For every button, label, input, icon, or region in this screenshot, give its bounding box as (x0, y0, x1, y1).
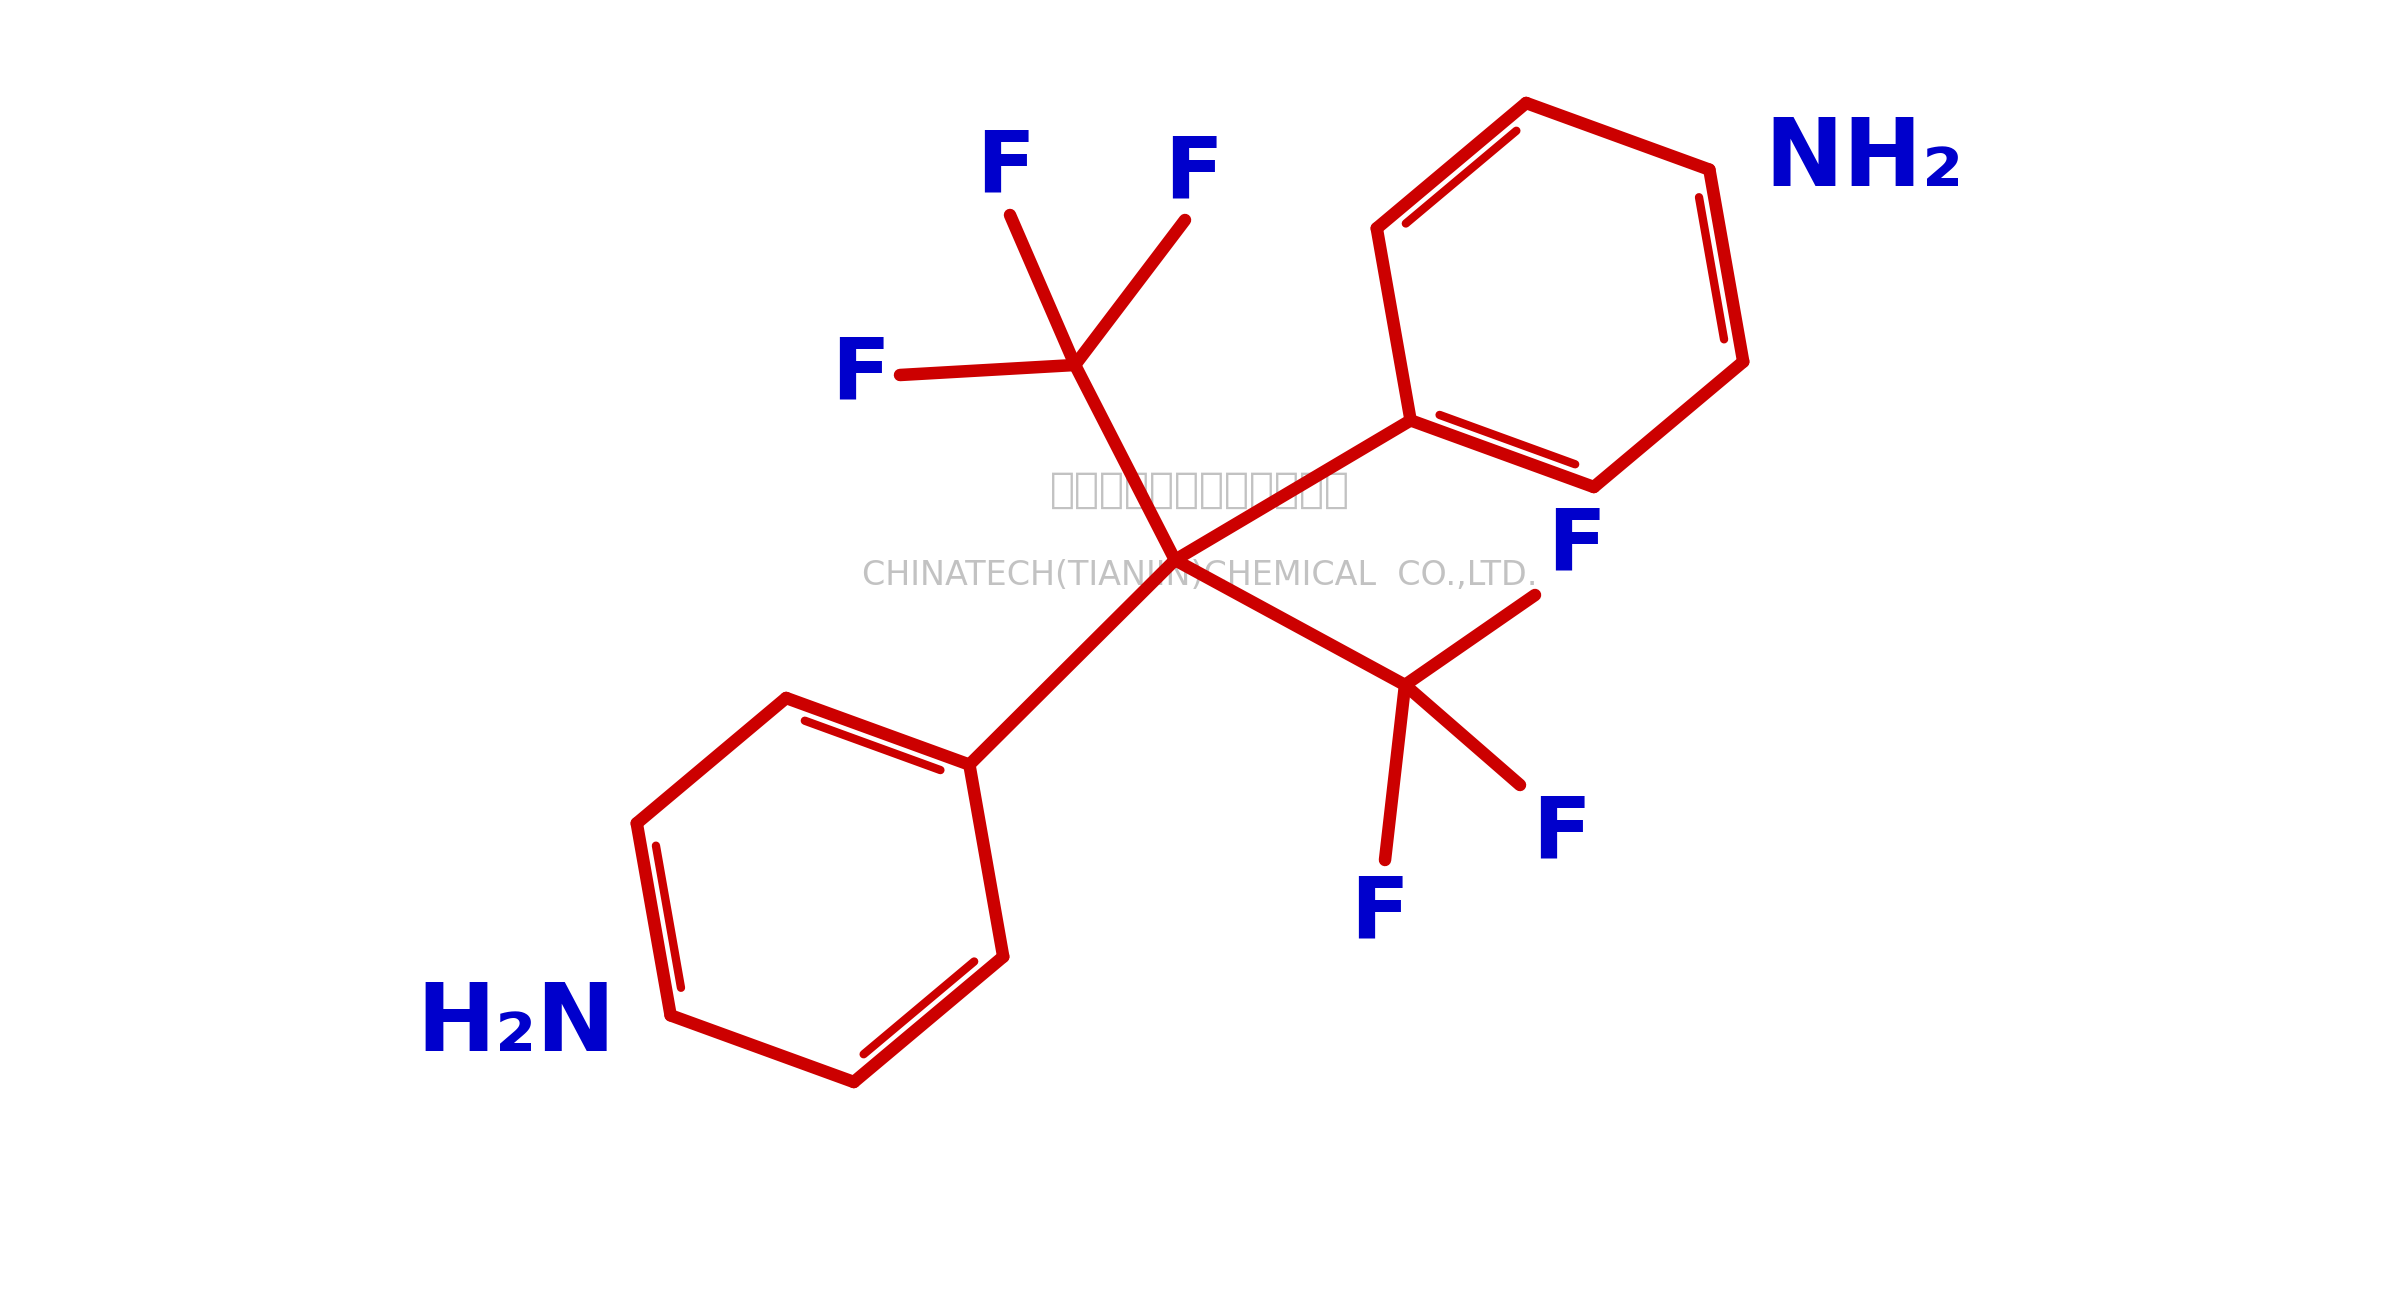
Text: F: F (1531, 793, 1591, 875)
Text: F: F (1548, 504, 1606, 587)
Text: NH₂: NH₂ (1764, 114, 1963, 206)
Text: H₂N: H₂N (415, 979, 617, 1072)
Text: CHINATECH(TIANJIN)CHEMICAL  CO.,LTD.: CHINATECH(TIANJIN)CHEMICAL CO.,LTD. (862, 559, 1538, 591)
Text: F: F (830, 334, 890, 416)
Text: F: F (977, 127, 1034, 209)
Text: F: F (1164, 132, 1222, 215)
Text: 天津众泰材料科技有限公司: 天津众泰材料科技有限公司 (1051, 469, 1349, 511)
Text: F: F (1351, 871, 1409, 956)
